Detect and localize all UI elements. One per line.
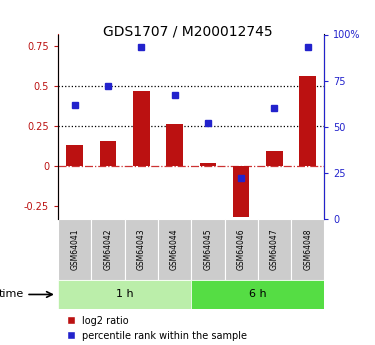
Text: GSM64043: GSM64043 [137,229,146,270]
Bar [233,166,249,217]
Bar [58,280,191,309]
Bar [225,219,258,280]
Bar [124,219,158,280]
Bar [92,219,124,280]
Text: GSM64041: GSM64041 [70,229,79,270]
Legend: log2 ratio, percentile rank within the sample: log2 ratio, percentile rank within the s… [63,312,251,345]
Text: GSM64046: GSM64046 [237,229,246,270]
Bar [191,219,225,280]
Text: GSM64047: GSM64047 [270,229,279,270]
Bar [166,124,183,166]
Bar [291,219,324,280]
Bar [200,162,216,166]
Text: GSM64044: GSM64044 [170,229,179,270]
Bar [266,151,283,166]
Text: time: time [0,289,24,299]
Bar [133,91,150,166]
Text: GSM64045: GSM64045 [203,229,212,270]
Bar [191,280,324,309]
Bar [158,219,191,280]
Bar [100,141,116,166]
Text: GSM64042: GSM64042 [104,229,112,270]
Text: 1 h: 1 h [116,289,134,299]
Bar [258,219,291,280]
Bar [299,76,316,166]
Bar [66,145,83,166]
Text: GSM64048: GSM64048 [303,229,312,270]
Text: 6 h: 6 h [249,289,267,299]
Text: GDS1707 / M200012745: GDS1707 / M200012745 [103,24,272,38]
Bar [58,219,92,280]
